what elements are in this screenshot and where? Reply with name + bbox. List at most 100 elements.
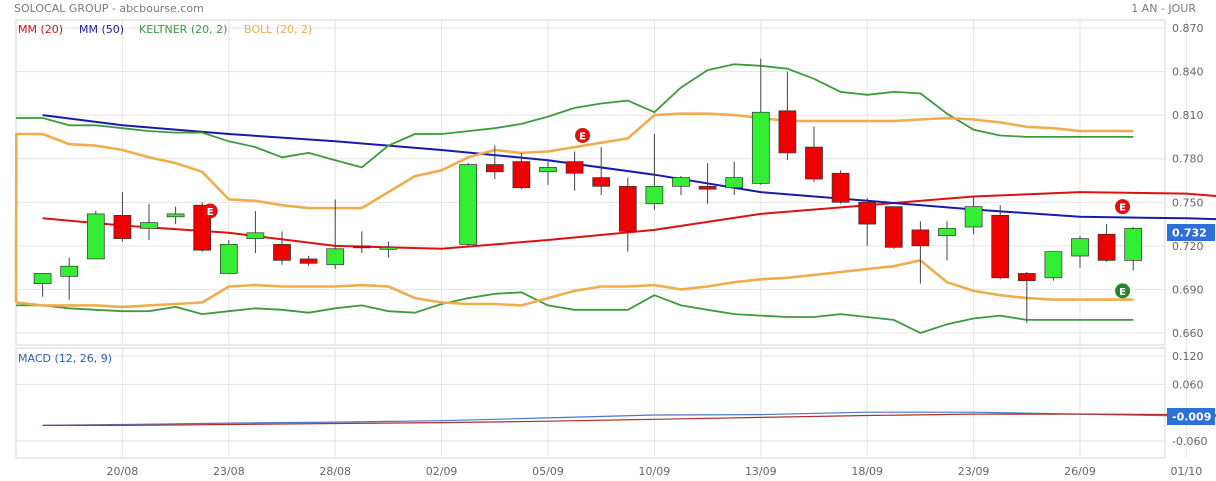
- candle-body: [459, 164, 478, 245]
- candle: [33, 273, 52, 297]
- candle-body: [219, 244, 238, 274]
- candle: [326, 199, 345, 270]
- candle: [672, 176, 690, 196]
- candle-body: [352, 245, 371, 249]
- x-tick-label: 20/08: [107, 465, 139, 478]
- event-marker: [1115, 283, 1131, 299]
- x-tick-label: 23/09: [958, 465, 990, 478]
- y-tick-label: 0.690: [1172, 283, 1204, 296]
- candle: [964, 196, 983, 235]
- period-label: 1 AN - JOUR: [1131, 2, 1196, 15]
- candle: [86, 211, 105, 260]
- candle-body: [645, 185, 664, 205]
- event-marker: [202, 203, 218, 219]
- legend-keltner: KELTNER (20, 2): [139, 23, 227, 36]
- macd-y-tick-label: 0.120: [1172, 350, 1204, 363]
- candle-body: [246, 232, 265, 239]
- candle-body: [725, 177, 744, 189]
- y-tick-label: 0.750: [1172, 196, 1204, 209]
- y-tick-label: 0.840: [1172, 66, 1204, 79]
- x-tick-label: 26/09: [1064, 465, 1096, 478]
- candle-body: [60, 265, 79, 277]
- series-line: [16, 63, 1134, 169]
- legend-boll: BOLL (20, 2): [244, 23, 312, 36]
- y-tick-label: 0.870: [1172, 22, 1204, 35]
- series-line: [15, 259, 1134, 309]
- last-price-tag: [1167, 224, 1215, 241]
- event-label: E: [1119, 203, 1126, 214]
- macd-panel-frame: [15, 347, 1166, 459]
- x-tick-label: 02/09: [426, 465, 458, 478]
- candle: [459, 163, 478, 248]
- candle-body: [884, 206, 903, 248]
- candle-layer: [33, 58, 1143, 323]
- candle: [539, 161, 557, 185]
- candle-body: [618, 185, 637, 232]
- candle: [246, 211, 265, 254]
- candle: [299, 256, 318, 267]
- candle-body: [140, 222, 158, 229]
- candle-body: [326, 248, 345, 266]
- candle: [113, 192, 132, 242]
- y-tick-label: 0.810: [1172, 109, 1204, 122]
- x-tick-label: 23/08: [213, 465, 245, 478]
- event-marker: [1115, 199, 1131, 215]
- candle-body: [512, 161, 531, 189]
- candle: [592, 147, 611, 196]
- y-tick-label: 0.780: [1172, 153, 1204, 166]
- candle-body: [805, 146, 823, 180]
- event-label: E: [207, 207, 214, 218]
- candle-body: [1124, 228, 1143, 261]
- candle: [778, 71, 797, 161]
- x-tick-label: 05/09: [532, 465, 564, 478]
- candle: [1097, 224, 1116, 262]
- candle: [1071, 235, 1089, 268]
- candle-body: [938, 228, 956, 237]
- candle: [379, 241, 398, 258]
- event-label: E: [1119, 287, 1126, 298]
- candle: [565, 151, 584, 191]
- candle-body: [911, 229, 930, 247]
- macd-title: MACD (12, 26, 9): [18, 352, 112, 365]
- candle: [352, 231, 371, 254]
- candle: [884, 206, 903, 249]
- candle-body: [672, 177, 690, 187]
- series-line: [14, 112, 1134, 303]
- candle: [1124, 226, 1143, 271]
- macd-last-value: -0.009: [1172, 411, 1211, 424]
- candle-body: [1017, 273, 1036, 282]
- candle: [1017, 272, 1036, 323]
- candle-body: [539, 167, 557, 173]
- candle: [645, 134, 664, 210]
- candle-body: [273, 244, 291, 261]
- legend-mm50: MM (50): [79, 23, 124, 36]
- candle-body: [964, 206, 983, 228]
- last-price-value: 0.732: [1172, 227, 1207, 240]
- series-line: [16, 291, 1134, 334]
- macd-y-tick-label: 0.060: [1172, 378, 1204, 391]
- candle-body: [831, 172, 850, 203]
- candle-body: [86, 213, 105, 260]
- x-tick-label: 13/09: [745, 465, 777, 478]
- candle-body: [166, 213, 185, 218]
- candle: [938, 221, 956, 261]
- candle-body: [33, 273, 52, 284]
- candle-body: [592, 177, 611, 187]
- candle: [219, 240, 238, 274]
- candle-body: [858, 201, 877, 225]
- event-label: E: [579, 131, 586, 142]
- macd-value-tag: [1167, 408, 1215, 425]
- x-tick-label: 10/09: [639, 465, 671, 478]
- candle: [60, 257, 79, 300]
- candle: [140, 203, 158, 241]
- candle-body: [113, 215, 132, 239]
- candle-body: [485, 164, 504, 173]
- candle: [273, 231, 291, 265]
- series-line: [42, 191, 1216, 250]
- candle-body: [778, 110, 797, 154]
- candle: [911, 221, 930, 284]
- candle: [725, 161, 744, 196]
- candle-body: [1044, 251, 1063, 279]
- candle: [512, 152, 531, 190]
